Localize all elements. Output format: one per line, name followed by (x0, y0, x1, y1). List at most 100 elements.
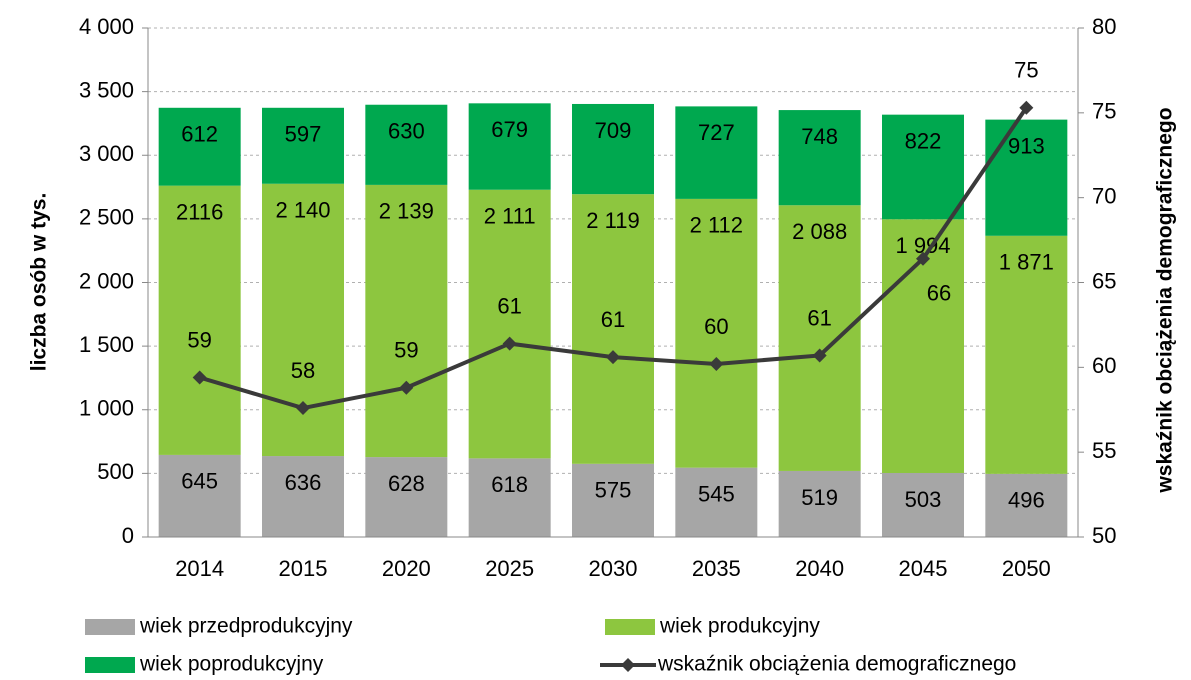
y-tick-label: 1 500 (79, 332, 134, 357)
y-tick-label: 2 000 (79, 268, 134, 293)
line-data-label: 75 (1014, 58, 1038, 83)
bar-segment (675, 106, 758, 199)
bar-segment (158, 107, 241, 186)
legend-marker (621, 658, 635, 672)
x-tick-label: 2030 (589, 556, 638, 581)
line-marker (812, 348, 827, 363)
data-label: 519 (801, 485, 838, 510)
y2-tick-label: 70 (1092, 183, 1116, 208)
y-tick-label: 500 (97, 459, 134, 484)
data-label: 503 (905, 487, 942, 512)
y-axis-title: liczba osób w tys. (28, 193, 51, 372)
data-label: 575 (595, 478, 632, 503)
data-label: 748 (801, 124, 838, 149)
line-data-label: 66 (927, 281, 951, 306)
line-data-label: 59 (187, 327, 211, 352)
data-label: 636 (285, 470, 322, 495)
line-marker (502, 336, 517, 351)
bar-segment (468, 103, 551, 190)
y-tick-label: 3 000 (79, 141, 134, 166)
bar-segment (365, 457, 448, 537)
line-marker (399, 380, 414, 395)
line-marker (192, 370, 207, 385)
y-tick-label: 4 000 (79, 14, 134, 39)
y2-axis-title: wskaźnik obciążenia demograficznego (1154, 107, 1177, 493)
data-label: 2 112 (690, 213, 743, 238)
line-data-label: 61 (497, 293, 521, 318)
legend-swatch (85, 619, 135, 635)
data-label: 822 (905, 128, 942, 153)
data-label: 2 111 (484, 204, 536, 229)
y2-tick-label: 60 (1092, 353, 1116, 378)
line-data-label: 60 (704, 314, 728, 339)
data-label: 545 (698, 481, 735, 506)
bar-segment (675, 467, 758, 537)
data-label: 618 (491, 472, 528, 497)
data-label: 496 (1008, 488, 1045, 513)
data-label: 727 (698, 120, 735, 145)
data-label: 2 088 (792, 219, 847, 244)
data-label: 2 140 (275, 198, 330, 223)
x-tick-label: 2040 (795, 556, 844, 581)
bar-segment (262, 107, 344, 184)
y2-tick-label: 80 (1092, 14, 1116, 39)
line-marker (916, 251, 930, 266)
bar-segment (985, 473, 1068, 537)
legend-label: wiek produkcyjny (659, 615, 820, 638)
legend-swatch (605, 619, 655, 635)
bar-segment (675, 198, 758, 468)
y-tick-label: 0 (122, 523, 134, 548)
line-data-label: 61 (601, 307, 625, 332)
y-tick-label: 2 500 (79, 205, 134, 230)
legend-label: wiek poprodukcyjny (139, 653, 324, 676)
bar-segment (468, 189, 551, 459)
bar-segment (365, 184, 448, 458)
data-label: 2 119 (586, 208, 639, 233)
legend-label: wskaźnik obciążenia demograficznego (657, 653, 1016, 676)
bar-segment (778, 470, 861, 537)
y2-tick-label: 50 (1092, 523, 1116, 548)
bar-segment (985, 235, 1068, 474)
line-marker (606, 350, 620, 365)
x-tick-label: 2025 (485, 556, 534, 581)
bar-segment (882, 472, 964, 537)
data-label: 645 (181, 469, 218, 494)
data-label: 2116 (176, 199, 223, 224)
bar-segment (778, 205, 861, 471)
bar-segment (572, 463, 654, 537)
line-data-label: 61 (807, 305, 831, 330)
bar-segment (985, 119, 1068, 236)
bar-segment (572, 194, 654, 464)
line-marker (1019, 100, 1034, 115)
x-tick-label: 2015 (279, 556, 328, 581)
data-label: 628 (388, 471, 425, 496)
line-data-label: 58 (291, 358, 315, 383)
y2-tick-label: 55 (1092, 438, 1116, 463)
bar-segment (468, 458, 551, 537)
line-marker (709, 356, 724, 371)
bar-segment (262, 183, 344, 457)
data-label: 597 (285, 122, 322, 147)
bar-segment (572, 103, 654, 195)
data-label: 679 (491, 117, 528, 142)
data-label: 1 871 (999, 250, 1054, 275)
bar-segment (365, 104, 448, 185)
y-tick-label: 1 000 (79, 396, 134, 421)
bar-segment (262, 456, 344, 537)
x-tick-label: 2035 (692, 556, 741, 581)
legend-swatch (85, 657, 135, 673)
data-label: 709 (595, 118, 632, 143)
data-label: 612 (181, 122, 218, 147)
data-label: 630 (388, 119, 425, 144)
bar-segment (158, 454, 241, 537)
legend-label: wiek przedprodukcyjny (139, 615, 353, 638)
bar-segment (882, 114, 964, 220)
x-tick-label: 2014 (175, 556, 224, 581)
y2-tick-label: 75 (1092, 99, 1116, 124)
x-tick-label: 2045 (899, 556, 948, 581)
bar-segment (158, 185, 241, 455)
data-label: 2 139 (379, 199, 434, 224)
line-data-label: 59 (394, 338, 418, 363)
data-label: 913 (1008, 133, 1045, 158)
x-tick-label: 2050 (1002, 556, 1051, 581)
